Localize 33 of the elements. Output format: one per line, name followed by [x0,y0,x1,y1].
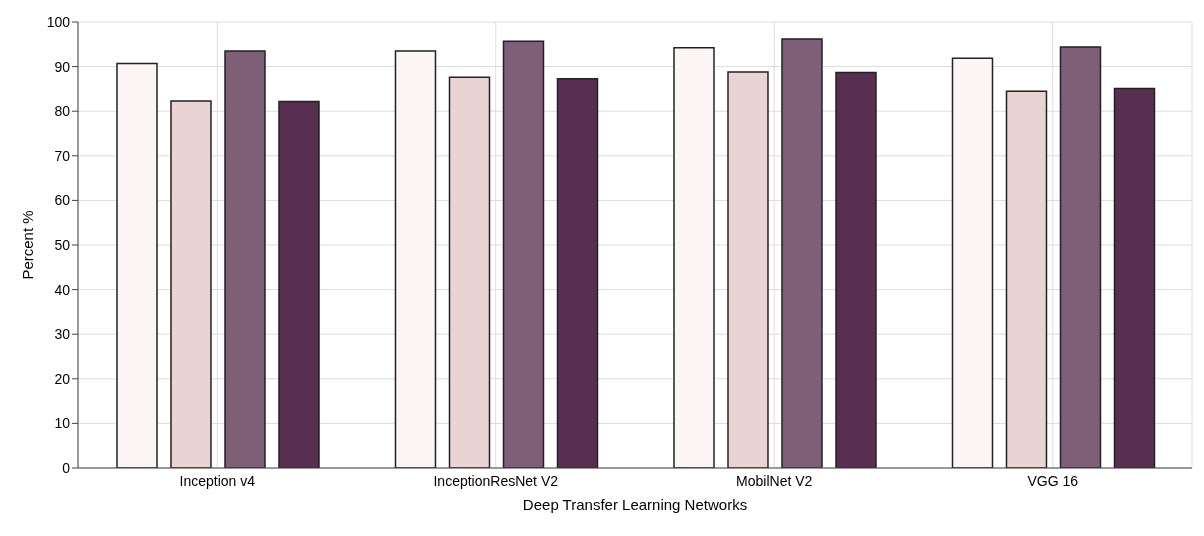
y-tick-label: 80 [54,103,71,120]
y-tick-label: 20 [54,370,71,387]
y-tick-label: 10 [54,415,71,432]
bar [224,50,266,468]
x-axis-title: Deep Transfer Learning Networks [522,496,748,513]
y-tick-label: 70 [54,147,71,164]
bar [170,100,212,468]
x-tick-label: VGG 16 [1027,472,1079,489]
y-tick-label: 100 [46,13,71,30]
bar [835,71,877,468]
x-tick-label: Inception v4 [179,472,256,489]
y-tick-label: 40 [54,281,71,298]
bar [951,57,994,468]
bar [116,62,158,468]
bar [781,38,823,468]
y-tick-label: 60 [54,192,71,209]
y-tick-label: 90 [54,58,71,75]
bar [502,40,545,468]
bar [394,50,437,468]
x-tick-label: MobilNet V2 [736,472,813,489]
bar [556,77,599,468]
bar [727,71,769,468]
y-tick-label: 50 [54,236,71,253]
bar [448,76,491,468]
bar [1059,46,1102,468]
y-axis-title: Percent % [19,210,37,280]
bar [1005,90,1048,468]
bar [673,47,715,468]
y-tick-label: 30 [54,326,71,343]
y-tick-label: 0 [62,459,71,476]
x-tick-label: InceptionResNet V2 [433,472,559,489]
bar [278,100,320,468]
bar [1113,87,1156,468]
